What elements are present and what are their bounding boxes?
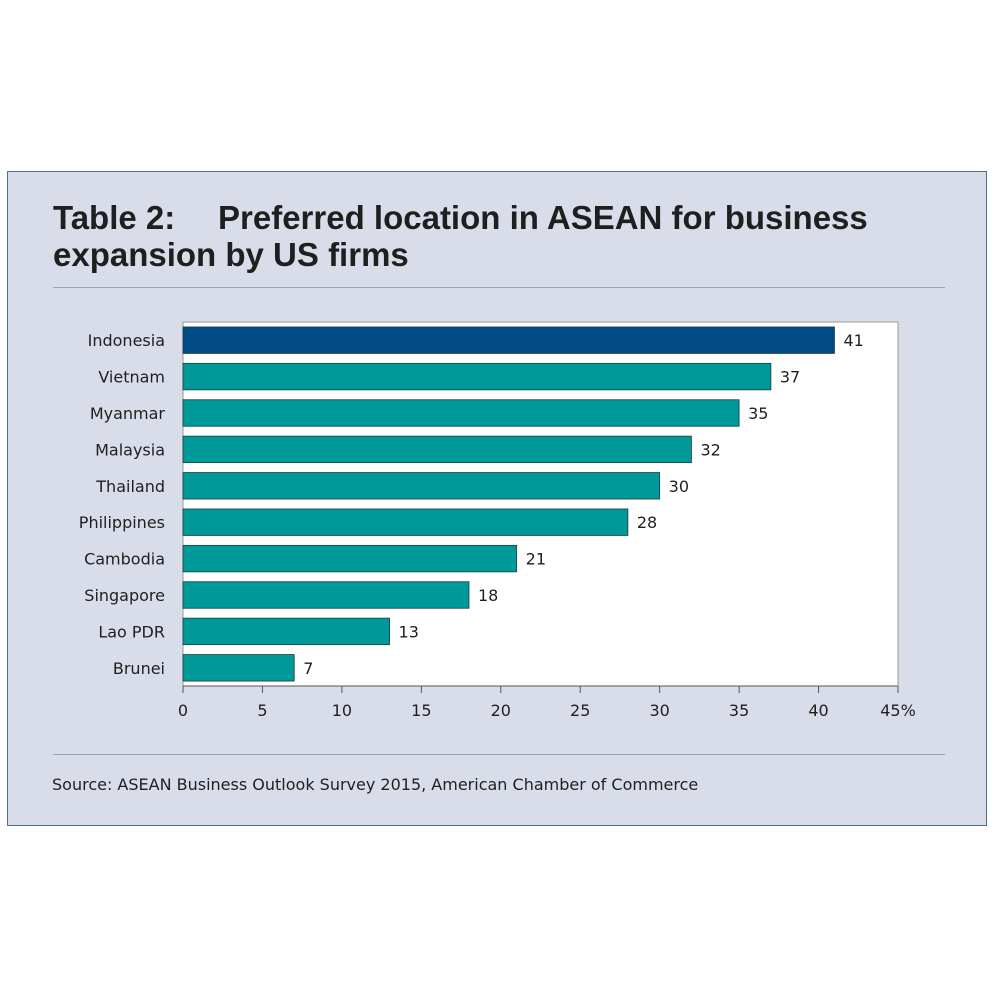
bar-chart: Indonesia 41 Vietnam 37 Myanmar 35 Malaysia 32 T… <box>79 321 916 720</box>
data-label: 13 <box>399 622 419 641</box>
data-label: 7 <box>303 659 313 678</box>
bar <box>182 617 390 646</box>
chart-title: Table 2: Preferred location in ASEAN for … <box>53 199 953 273</box>
bar <box>182 362 772 391</box>
x-tick-label: 45% <box>880 701 916 720</box>
category-label: Singapore <box>84 586 165 605</box>
x-tick-label: 15 <box>411 701 431 720</box>
x-tick-label: 0 <box>178 701 188 720</box>
category-label: Cambodia <box>84 550 165 569</box>
x-tick-label: 5 <box>257 701 267 720</box>
data-label: 37 <box>780 368 800 387</box>
data-label: 32 <box>700 440 720 459</box>
bar <box>182 544 518 573</box>
chart-panel: Table 2: Preferred location in ASEAN for … <box>7 171 987 826</box>
category-label: Malaysia <box>95 440 165 459</box>
category-label: Philippines <box>79 513 165 532</box>
bar <box>182 508 629 536</box>
data-label: 30 <box>669 477 689 496</box>
x-tick-label: 35 <box>729 701 749 720</box>
x-tick-label: 10 <box>332 701 352 720</box>
bar <box>182 581 470 609</box>
source-note: Source: ASEAN Business Outlook Survey 20… <box>52 775 699 794</box>
data-label: 35 <box>748 404 768 423</box>
data-label: 21 <box>526 550 546 569</box>
title-text: Preferred location in ASEAN for business… <box>53 199 868 273</box>
category-label: Thailand <box>95 477 165 496</box>
x-tick-label: 30 <box>649 701 669 720</box>
x-tick-label: 25 <box>570 701 590 720</box>
bar <box>182 399 740 427</box>
category-label: Indonesia <box>88 331 165 350</box>
title-divider <box>53 287 945 288</box>
x-tick-label: 20 <box>491 701 511 720</box>
table-number: Table 2: <box>53 199 176 236</box>
category-label: Brunei <box>113 659 165 678</box>
data-label: 28 <box>637 513 657 532</box>
bar <box>182 435 692 464</box>
data-label: 41 <box>843 331 863 350</box>
bar <box>182 654 295 682</box>
source-divider <box>53 754 945 755</box>
category-label: Lao PDR <box>98 622 165 641</box>
bar <box>182 326 835 354</box>
data-label: 18 <box>478 586 498 605</box>
x-tick-label: 40 <box>808 701 828 720</box>
bar <box>182 472 661 500</box>
category-label: Vietnam <box>98 368 165 387</box>
category-label: Myanmar <box>90 404 166 423</box>
